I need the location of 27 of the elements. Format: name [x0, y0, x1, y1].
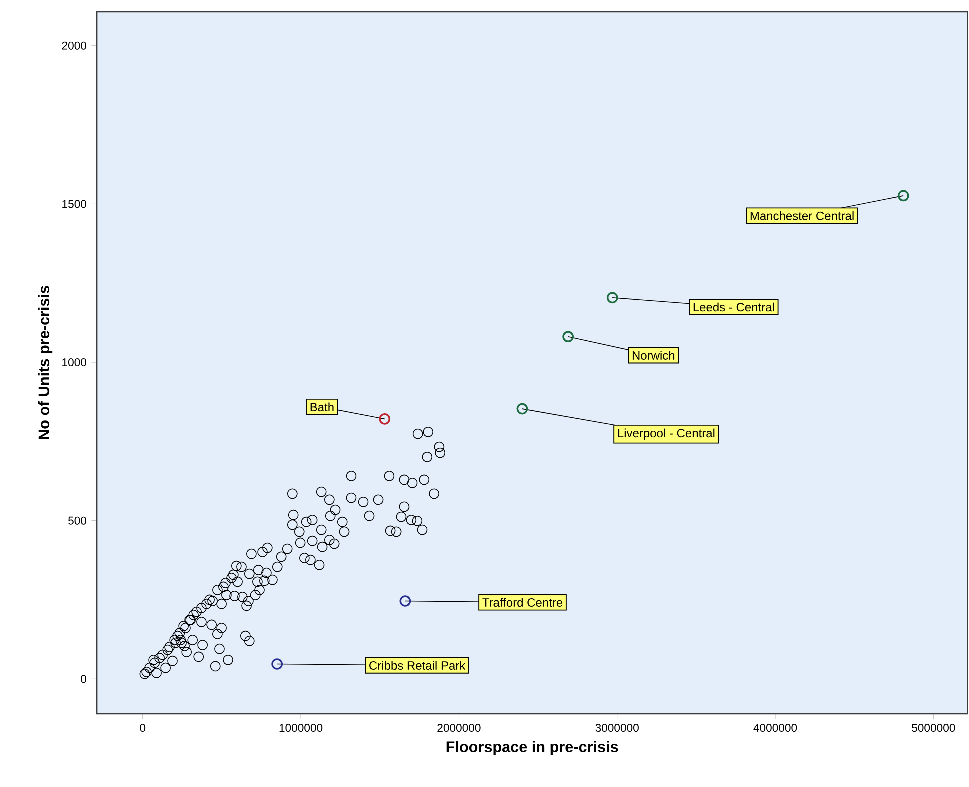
y-tick-label: 2000: [62, 42, 87, 50]
point: [400, 596, 412, 607]
y-tick-label: 500: [68, 516, 87, 525]
y-tick-label: 0: [81, 675, 87, 684]
x-tick-label: 4000000: [754, 724, 798, 732]
y-tick-label: 1000: [62, 358, 87, 367]
x-axis-title: Floorspace in pre-crisis: [446, 741, 618, 756]
x-tick-label: 0: [140, 724, 146, 732]
point: [379, 414, 391, 425]
point: [272, 658, 283, 670]
annotation: Manchester Central: [750, 212, 854, 220]
x-tick-label: 3000000: [596, 724, 639, 732]
point: [516, 403, 528, 415]
point: [606, 292, 618, 304]
x-tick-label: 5000000: [912, 724, 956, 732]
annotation: Trafford Centre: [482, 598, 563, 608]
annotation: Cribbs Retail Park: [370, 661, 466, 670]
y-axis-title: No of Units pre-crisis: [38, 286, 53, 440]
annotation: Norwich: [632, 351, 675, 360]
x-tick-label: 2000000: [438, 724, 481, 732]
point: [562, 331, 574, 343]
annotation: Bath: [310, 402, 334, 412]
annotation: Leeds - Central: [694, 302, 774, 312]
x-tick-label: 1000000: [280, 724, 323, 732]
y-tick-label: 1500: [62, 200, 87, 208]
point: [898, 190, 910, 202]
annotation: Liverpool - Central: [618, 428, 715, 440]
